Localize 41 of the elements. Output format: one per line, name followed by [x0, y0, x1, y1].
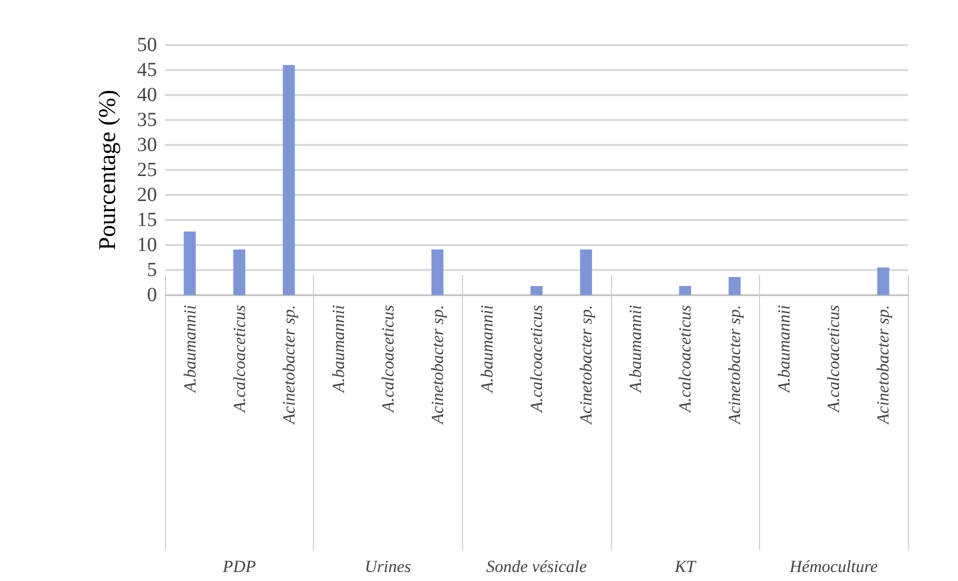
bar [184, 232, 196, 295]
bar [580, 250, 592, 295]
x-tick-label: Acinetobacter sp. [576, 305, 596, 425]
x-tick-label: Acinetobacter sp. [874, 305, 893, 425]
y-tick-label: 20 [137, 184, 157, 206]
text: Urines [364, 557, 412, 576]
y-tick-label: 25 [137, 159, 157, 181]
y-tick-label: 40 [137, 84, 157, 106]
bar [728, 277, 741, 295]
x-tick-label: A.calcoaceticus [230, 304, 249, 414]
bar [530, 286, 542, 295]
text: PDP [222, 557, 256, 576]
y-tick-label: 5 [147, 259, 157, 281]
y-tick-label: 45 [137, 59, 157, 81]
bar [282, 65, 295, 295]
x-tick-label: A.calcoaceticus [527, 304, 546, 414]
x-tick-label: Acinetobacter sp. [279, 305, 298, 425]
y-tick-label: 10 [137, 234, 157, 256]
bar [877, 268, 890, 295]
y-tick-label: 0 [147, 284, 157, 306]
text: Hémoculture [788, 557, 878, 576]
y-tick-label: 15 [137, 209, 157, 231]
x-tick-label: A.baumannii [328, 304, 348, 394]
x-tick-label: A.baumannii [626, 304, 646, 394]
y-tick-label: 50 [137, 34, 157, 56]
bar [233, 250, 246, 295]
x-tick-label: A.calcoaceticus [824, 304, 844, 414]
y-axis-title: Pourcentage (%) [95, 90, 121, 250]
x-tick-label: Acinetobacter sp. [725, 305, 744, 425]
bar [679, 286, 692, 295]
x-tick-label: A.calcoaceticus [676, 304, 695, 414]
x-tick-label: Acinetobacter sp. [428, 305, 447, 425]
text: Sonde vésicale [486, 557, 588, 576]
text: KT [674, 557, 698, 576]
x-tick-label: A.baumannii [774, 304, 794, 394]
y-tick-label: 30 [137, 134, 157, 156]
bar [431, 250, 444, 295]
y-tick-label: 35 [137, 109, 157, 131]
x-tick-label: A.baumannii [477, 304, 496, 394]
x-tick-label: A.calcoaceticus [378, 304, 398, 414]
x-tick-label: A.baumannii [180, 304, 200, 394]
